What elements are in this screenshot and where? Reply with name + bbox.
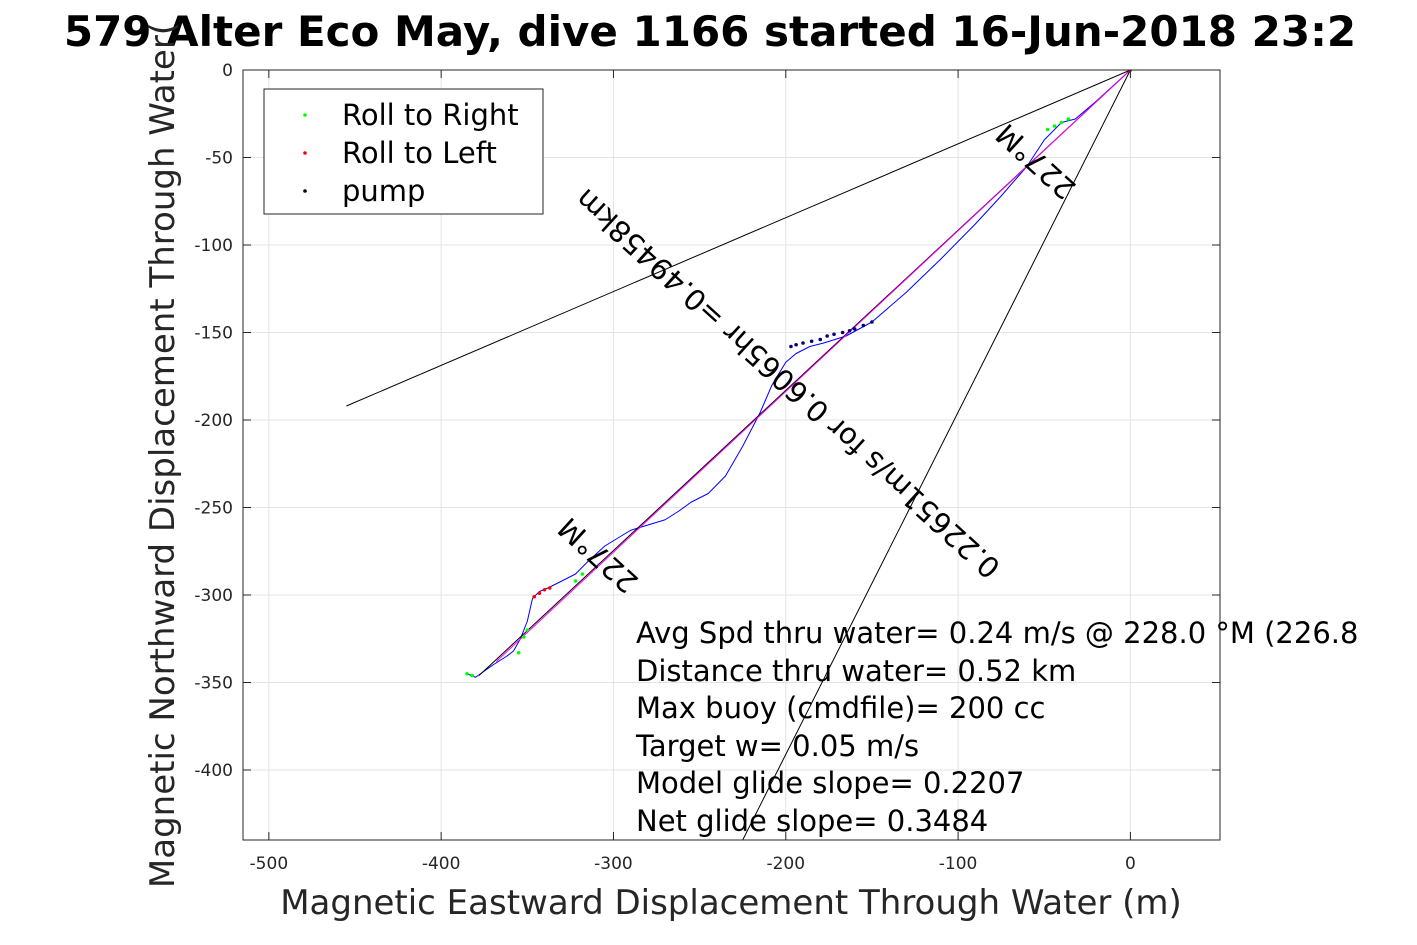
y-tick-label: -250 xyxy=(194,499,233,519)
marker-pump xyxy=(809,339,814,344)
marker-roll-to-right xyxy=(1059,120,1064,125)
y-tick-label: 0 xyxy=(222,61,233,81)
legend: Roll to Right Roll to Left pump xyxy=(263,88,544,215)
marker-pump xyxy=(818,337,823,342)
y-tick-label: -100 xyxy=(194,236,233,256)
marker-pump xyxy=(832,332,836,337)
marker-roll-to-right xyxy=(573,579,578,583)
stat-avg-speed: Avg Spd thru water= 0.24 m/s @ 228.0 °M … xyxy=(636,616,1358,650)
marker-roll-to-right xyxy=(525,628,530,632)
marker-roll-to-right xyxy=(580,572,585,576)
track-line xyxy=(466,70,1131,678)
marker-roll-to-right xyxy=(516,650,521,655)
marker-roll-to-left xyxy=(547,586,552,590)
legend-marker-roll-left xyxy=(303,151,307,155)
stat-target-w: Target w= 0.05 m/s xyxy=(635,729,919,763)
marker-pump xyxy=(840,330,845,335)
y-tick-label: -200 xyxy=(194,411,233,431)
legend-label-roll-left: Roll to Left xyxy=(342,136,497,170)
marker-roll-to-left xyxy=(532,594,537,599)
marker-roll-to-left xyxy=(542,587,547,592)
envelope-line xyxy=(346,70,1131,407)
marker-pump xyxy=(847,328,852,333)
chart-title: 579 Alter Eco May, dive 1166 started 16-… xyxy=(64,7,1356,56)
marker-roll-to-right xyxy=(470,673,474,678)
legend-box xyxy=(263,88,544,215)
marker-roll-to-right xyxy=(522,635,526,639)
marker-pump xyxy=(861,323,866,328)
y-tick-label: -150 xyxy=(194,324,233,344)
y-axis-label: Magnetic Northward Displacement Through … xyxy=(143,22,183,888)
stat-model-glide: Model glide slope= 0.2207 xyxy=(636,766,1024,800)
y-tick-label: -300 xyxy=(194,586,233,606)
y-tick-label: -350 xyxy=(194,674,233,694)
x-tick-label: -100 xyxy=(939,854,978,874)
stat-net-glide: Net glide slope= 0.3484 xyxy=(636,804,988,838)
stats-block: Avg Spd thru water= 0.24 m/s @ 228.0 °M … xyxy=(635,616,1358,838)
y-tick-label: -50 xyxy=(205,149,233,169)
marker-pump xyxy=(852,327,857,331)
marker-roll-to-right xyxy=(1052,124,1057,128)
legend-label-pump: pump xyxy=(342,174,425,208)
marker-roll-to-right xyxy=(1045,127,1050,132)
series-layer xyxy=(346,70,1133,840)
x-tick-label: -200 xyxy=(766,854,805,874)
stat-distance: Distance thru water= 0.52 km xyxy=(636,654,1076,688)
series-group xyxy=(346,70,1133,840)
x-tick-label: -500 xyxy=(250,854,289,874)
heading-line-line xyxy=(495,70,1131,662)
ticks: -500 -400 -300 -200 -100 0 0 -50 -100 -150 -200 -25… xyxy=(194,61,1220,874)
envelope-line xyxy=(742,70,1131,840)
marker-pump xyxy=(794,342,798,347)
x-tick-label: -400 xyxy=(422,854,461,874)
y-tick-label: -400 xyxy=(194,761,233,781)
marker-pump xyxy=(789,344,793,349)
legend-marker-pump xyxy=(303,189,307,193)
marker-pump xyxy=(801,341,805,345)
marker-pump xyxy=(825,334,829,338)
marker-roll-to-right xyxy=(1066,117,1071,121)
marker-roll-to-left xyxy=(537,591,542,596)
marker-pump xyxy=(870,320,874,324)
x-tick-label: -300 xyxy=(594,854,633,874)
stat-max-buoy: Max buoy (cmdfile)= 200 cc xyxy=(636,691,1045,725)
marker-roll-to-right xyxy=(465,671,469,676)
legend-label-roll-right: Roll to Right xyxy=(342,98,519,132)
legend-marker-roll-right xyxy=(303,113,307,117)
plot-frame xyxy=(242,69,1221,841)
x-axis-label: Magnetic Eastward Displacement Through W… xyxy=(280,883,1182,923)
x-tick-label: 0 xyxy=(1125,854,1136,874)
